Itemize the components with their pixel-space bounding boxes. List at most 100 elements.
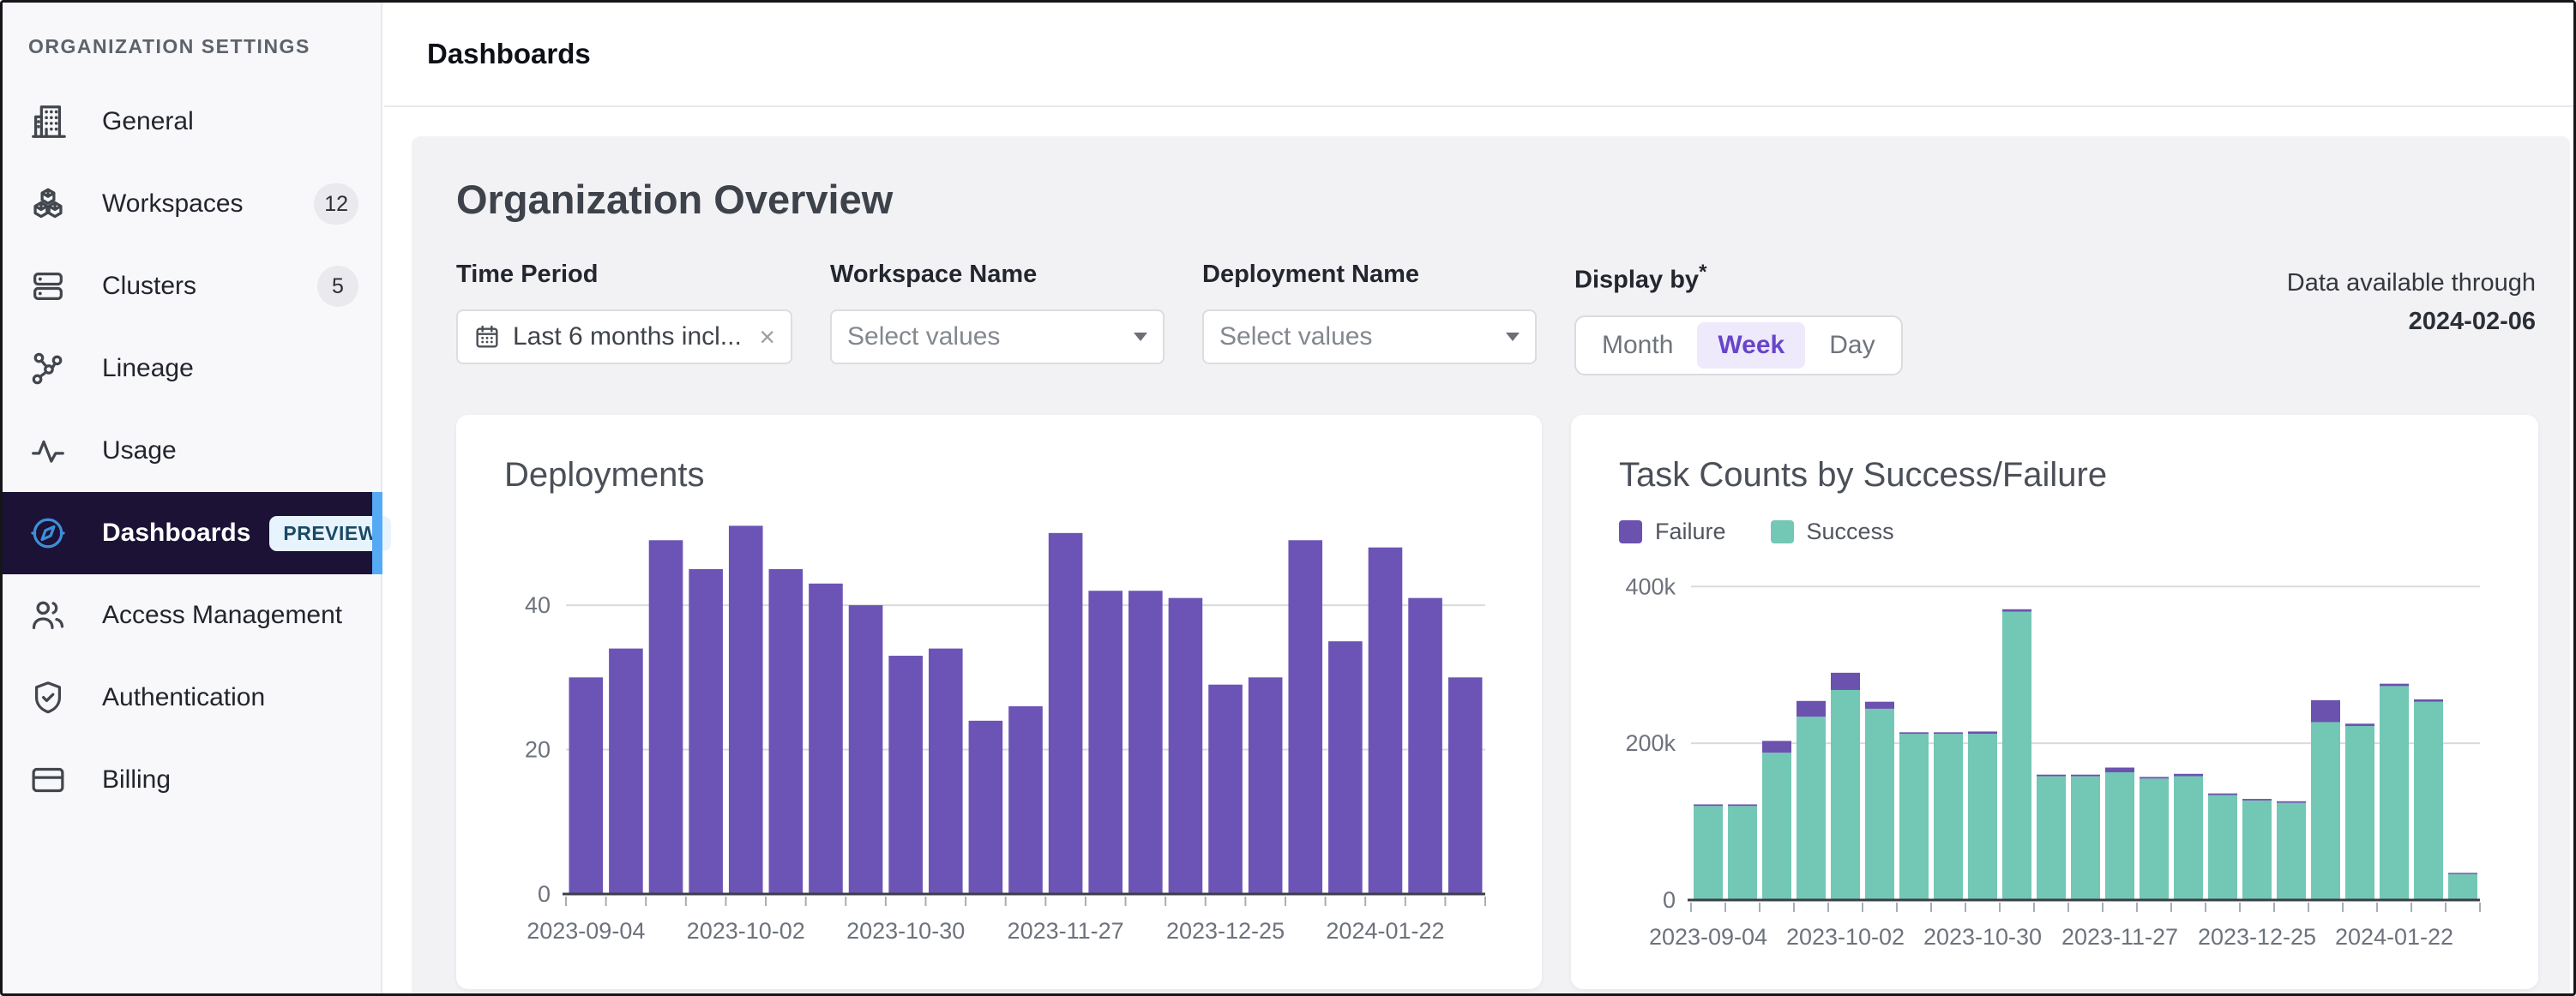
bar[interactable] bbox=[1762, 753, 1791, 900]
display-by-segmented-control: Month Week Day bbox=[1574, 315, 1903, 375]
bar[interactable] bbox=[2414, 699, 2443, 702]
sidebar-item-billing[interactable]: Billing bbox=[3, 739, 381, 821]
bar[interactable] bbox=[2380, 686, 2409, 900]
task-counts-stacked-bar-chart[interactable]: 0200k400k2023-09-042023-10-022023-10-302… bbox=[1619, 557, 2490, 960]
bar[interactable] bbox=[1934, 732, 1963, 734]
bar[interactable] bbox=[769, 569, 803, 894]
sidebar-item-dashboards[interactable]: Dashboards PREVIEW bbox=[3, 492, 381, 574]
bar[interactable] bbox=[2174, 773, 2203, 776]
bar[interactable] bbox=[1968, 731, 1997, 734]
bar[interactable] bbox=[1934, 734, 1963, 900]
bar[interactable] bbox=[2311, 700, 2340, 723]
bar[interactable] bbox=[1008, 706, 1043, 894]
calendar-icon bbox=[473, 323, 501, 351]
bar[interactable] bbox=[2448, 873, 2477, 874]
bar[interactable] bbox=[1088, 591, 1122, 894]
bar[interactable] bbox=[729, 525, 763, 894]
bar[interactable] bbox=[1694, 804, 1723, 806]
sidebar-item-usage[interactable]: Usage bbox=[3, 410, 381, 492]
bar[interactable] bbox=[1831, 690, 1860, 900]
display-by-option-week[interactable]: Week bbox=[1697, 322, 1805, 369]
sidebar-item-workspaces[interactable]: Workspaces 12 bbox=[3, 163, 381, 245]
bar[interactable] bbox=[2311, 722, 2340, 900]
sidebar-item-label: Authentication bbox=[102, 683, 265, 712]
bar[interactable] bbox=[1169, 597, 1203, 893]
sidebar-item-general[interactable]: General bbox=[3, 81, 381, 163]
bar[interactable] bbox=[969, 721, 1003, 894]
bar[interactable] bbox=[1831, 673, 1860, 690]
bar[interactable] bbox=[2208, 795, 2237, 900]
bar[interactable] bbox=[1728, 806, 1757, 900]
main-area: Dashboards Organization Overview Time Pe… bbox=[384, 3, 2573, 993]
bar[interactable] bbox=[2002, 609, 2031, 611]
bar[interactable] bbox=[2002, 611, 2031, 899]
bar[interactable] bbox=[1448, 677, 1483, 894]
bar[interactable] bbox=[1249, 677, 1283, 894]
bar[interactable] bbox=[2037, 774, 2066, 776]
bar[interactable] bbox=[1899, 734, 1929, 900]
bar[interactable] bbox=[2105, 767, 2134, 771]
bar[interactable] bbox=[689, 569, 723, 894]
display-by-option-day[interactable]: Day bbox=[1809, 322, 1895, 369]
bar[interactable] bbox=[1762, 741, 1791, 753]
bar[interactable] bbox=[2140, 778, 2169, 900]
bar[interactable] bbox=[2140, 777, 2169, 778]
sidebar-item-label: Usage bbox=[102, 436, 177, 465]
bar[interactable] bbox=[1865, 709, 1894, 900]
y-axis-tick-label: 200k bbox=[1625, 730, 1676, 756]
bar[interactable] bbox=[929, 648, 963, 893]
bar[interactable] bbox=[1728, 804, 1757, 806]
x-axis-tick-label: 2024-01-22 bbox=[1326, 918, 1444, 944]
legend-item-success[interactable]: Success bbox=[1771, 519, 1894, 545]
bar[interactable] bbox=[2208, 793, 2237, 795]
workspaces-count-badge: 12 bbox=[314, 183, 358, 225]
bar[interactable] bbox=[809, 583, 843, 893]
bar[interactable] bbox=[1129, 591, 1163, 894]
clear-time-period-icon[interactable]: × bbox=[759, 323, 775, 351]
bar[interactable] bbox=[1288, 540, 1322, 894]
sidebar-item-authentication[interactable]: Authentication bbox=[3, 657, 381, 739]
sidebar-item-clusters[interactable]: Clusters 5 bbox=[3, 245, 381, 327]
bar[interactable] bbox=[1968, 734, 1997, 900]
bar[interactable] bbox=[1694, 806, 1723, 900]
bar[interactable] bbox=[2277, 802, 2306, 899]
bar[interactable] bbox=[609, 648, 643, 893]
sidebar-item-access-management[interactable]: Access Management bbox=[3, 574, 381, 657]
bar[interactable] bbox=[569, 677, 604, 894]
bar[interactable] bbox=[1369, 547, 1403, 893]
bar[interactable] bbox=[2380, 683, 2409, 686]
bar[interactable] bbox=[1328, 641, 1363, 894]
bar[interactable] bbox=[1797, 700, 1826, 716]
bar[interactable] bbox=[2345, 723, 2374, 726]
bar[interactable] bbox=[1899, 732, 1929, 734]
bar[interactable] bbox=[1208, 684, 1243, 893]
bar[interactable] bbox=[2414, 701, 2443, 899]
bar[interactable] bbox=[2242, 801, 2272, 900]
bar[interactable] bbox=[2071, 776, 2100, 899]
bar[interactable] bbox=[2242, 799, 2272, 801]
bar[interactable] bbox=[888, 656, 923, 894]
charts-row: Deployments 020402023-09-042023-10-02202… bbox=[456, 415, 2536, 989]
bar[interactable] bbox=[849, 605, 883, 894]
time-period-field[interactable]: Last 6 months incl... × bbox=[456, 309, 792, 364]
deployments-bar-chart[interactable]: 020402023-09-042023-10-022023-10-302023-… bbox=[504, 507, 1494, 969]
bar[interactable] bbox=[1408, 597, 1442, 893]
bar[interactable] bbox=[649, 540, 683, 894]
bar[interactable] bbox=[2105, 772, 2134, 900]
bar[interactable] bbox=[2277, 801, 2306, 802]
x-axis-tick-label: 2023-11-27 bbox=[1008, 918, 1124, 944]
bar[interactable] bbox=[2037, 776, 2066, 899]
x-axis-tick-label: 2023-11-27 bbox=[2061, 924, 2178, 950]
bar[interactable] bbox=[2345, 726, 2374, 900]
legend-item-failure[interactable]: Failure bbox=[1619, 519, 1726, 545]
bar[interactable] bbox=[2071, 774, 2100, 776]
bar[interactable] bbox=[1865, 701, 1894, 708]
bar[interactable] bbox=[2174, 776, 2203, 899]
display-by-option-month[interactable]: Month bbox=[1581, 322, 1694, 369]
workspace-select[interactable]: Select values bbox=[830, 309, 1165, 364]
sidebar-item-lineage[interactable]: Lineage bbox=[3, 327, 381, 410]
bar[interactable] bbox=[2448, 873, 2477, 899]
bar[interactable] bbox=[1797, 717, 1826, 900]
bar[interactable] bbox=[1049, 533, 1083, 894]
deployment-select[interactable]: Select values bbox=[1202, 309, 1537, 364]
